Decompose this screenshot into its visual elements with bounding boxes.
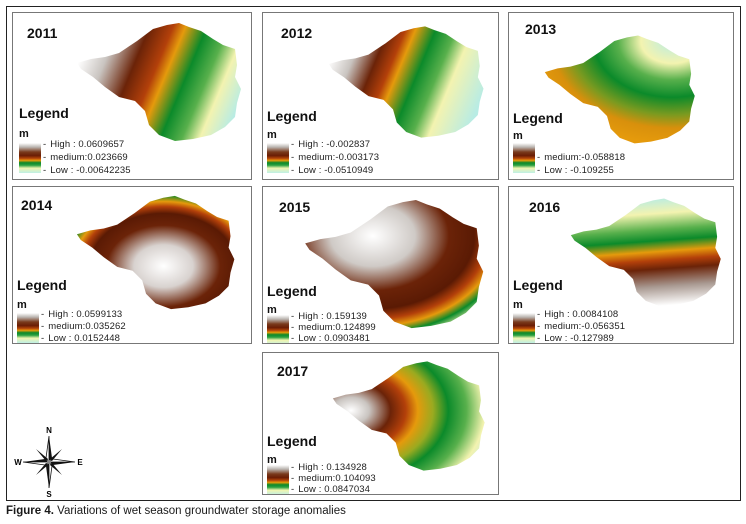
legend-color-ramp [267,465,289,494]
legend-high: High : 0.0609657 [43,139,124,150]
compass-north: N [46,426,52,435]
anomaly-surface [305,199,484,329]
legend-low: Low : 0.0847034 [291,484,370,494]
legend-color-ramp [267,143,289,173]
legend-high: High : -0.002837 [291,139,370,150]
compass-west: W [14,458,22,467]
map-panel-2016: 2016 Legend m High : 0.0084108 medium:-0… [508,186,734,344]
legend-unit: m [267,454,277,466]
zimbabwe-map [77,23,241,141]
map-panel-2011: 2011 Legend m High : 0.0609657 medium:0.… [12,12,252,180]
legend-low: Low : 0.0152448 [41,333,120,343]
panel-year: 2016 [529,199,561,215]
legend-high: High : 0.0599133 [41,309,122,320]
panel-year: 2011 [27,25,58,41]
legend-medium: medium:0.023669 [43,152,128,163]
legend-unit: m [267,304,277,316]
panel-year: 2013 [525,21,557,37]
legend-medium: medium:-0.058818 [537,152,625,163]
legend-title: Legend [267,283,317,299]
legend-unit: m [513,130,523,142]
anomaly-surface [570,198,721,307]
legend-unit: m [19,128,29,140]
legend-high: High : 0.159139 [291,311,367,322]
legend-color-ramp [19,143,41,173]
anomaly-surface [332,361,485,471]
figure-caption-label: Figure 4. [6,505,54,517]
map-panel-2013: 2013 Legend m medium:-0.058818 Low : -0.… [508,12,734,180]
legend-unit: m [267,129,277,141]
legend-medium: medium:-0.056351 [537,321,625,332]
legend-low: Low : -0.00642235 [43,165,131,176]
legend-title: Legend [267,108,317,124]
legend-low: Low : 0.0903481 [291,333,370,343]
legend-color-ramp [513,313,535,343]
panel-year: 2014 [21,197,53,213]
legend-medium: medium:0.035262 [41,321,126,332]
legend-medium: medium:-0.003173 [291,152,379,163]
legend-low: Low : -0.127989 [537,333,614,343]
map-panel-2012: 2012 Legend m High : -0.002837 medium:-0… [262,12,499,180]
figure-frame [6,6,741,501]
anomaly-surface [77,23,241,141]
legend-high: High : 0.0084108 [537,309,618,320]
legend-title: Legend [513,110,563,126]
panel-year: 2012 [281,25,313,41]
compass-east: E [77,458,83,467]
anomaly-surface [328,26,484,138]
legend-title: Legend [513,277,563,293]
legend-unit: m [17,299,27,311]
map-panel-2017: 2017 Legend m High : 0.134928 medium:0.1… [262,352,499,495]
legend-low: Low : -0.0510949 [291,165,373,176]
zimbabwe-map [544,35,695,144]
zimbabwe-map [305,199,484,329]
legend-medium: medium:0.124899 [291,322,376,333]
zimbabwe-map [570,198,721,307]
legend-title: Legend [17,277,67,293]
legend-color-ramp [267,315,289,343]
zimbabwe-map [76,195,235,310]
zimbabwe-map [332,361,485,471]
legend-title: Legend [267,433,317,449]
legend-high: High : 0.134928 [291,462,367,473]
panel-year: 2015 [279,199,311,215]
legend-title: Legend [19,105,69,121]
figure-caption-text: Variations of wet season groundwater sto… [57,505,346,517]
map-panel-2015: 2015 Legend m High : 0.159139 medium:0.1… [262,186,499,344]
legend-medium: medium:0.104093 [291,473,376,484]
legend-low: Low : -0.109255 [537,165,614,176]
zimbabwe-map [328,26,484,138]
legend-color-ramp [17,313,39,343]
panel-year: 2017 [277,363,309,379]
anomaly-surface [76,195,235,310]
compass-south: S [46,490,52,497]
compass-rose-icon: N S E W [14,426,83,497]
anomaly-surface [544,35,695,144]
figure-caption: Figure 4. Variations of wet season groun… [6,505,346,517]
legend-unit: m [513,299,523,311]
map-panel-2014: 2014 Legend m High : 0.0599133 medium:0.… [12,186,252,344]
legend-color-ramp [513,143,535,173]
